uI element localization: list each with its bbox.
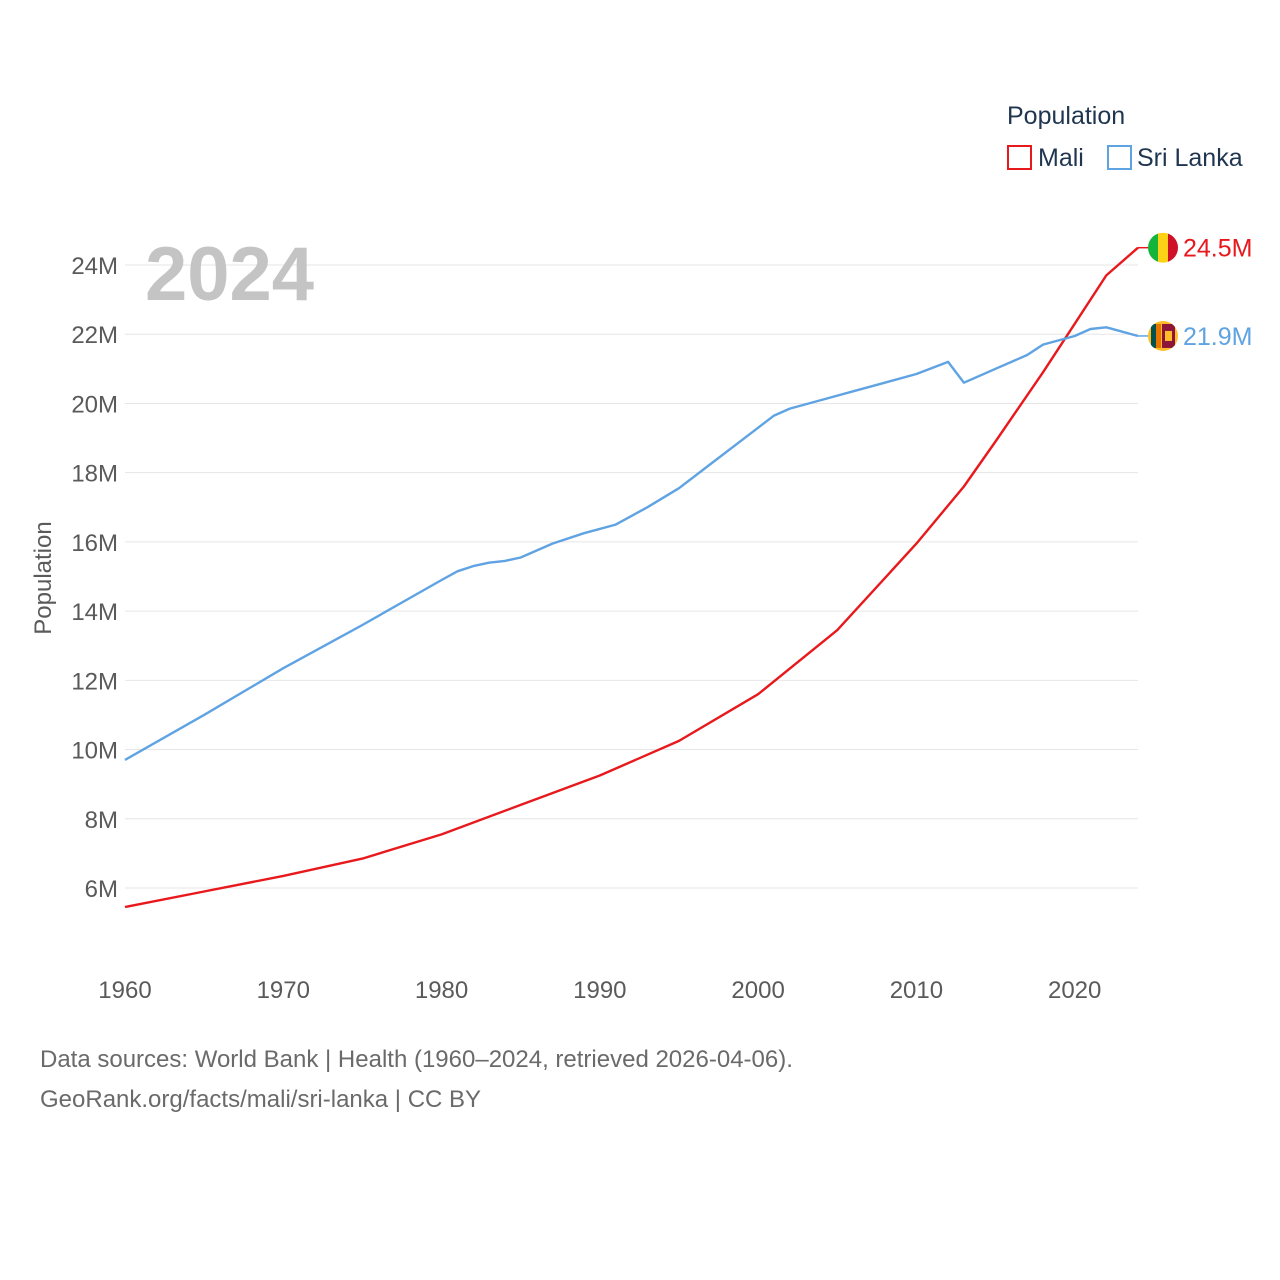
series-line-sri-lanka[interactable] [124, 326, 1139, 761]
y-tick-label: 14M [71, 599, 118, 626]
legend: Population Mali Sri Lanka [1007, 102, 1243, 172]
end-value-label-mali: 24.5M [1183, 235, 1252, 263]
y-tick-label: 16M [71, 530, 118, 557]
series-line-mali[interactable] [124, 246, 1139, 909]
y-axis-title: Population [30, 521, 57, 634]
legend-label-sri-lanka: Sri Lanka [1137, 144, 1243, 172]
x-tick-label: 1970 [257, 977, 310, 1004]
legend-title: Population [1007, 102, 1125, 130]
y-tick-label: 20M [71, 391, 118, 418]
y-tick-label: 22M [71, 322, 118, 349]
data-sources-note: Data sources: World Bank | Health (1960–… [40, 1046, 793, 1073]
y-tick-label: 18M [71, 461, 118, 488]
legend-label-mali: Mali [1038, 144, 1084, 172]
x-tick-label: 2020 [1048, 977, 1101, 1004]
legend-swatch-mali [1007, 145, 1032, 170]
y-tick-label: 6M [85, 876, 118, 903]
sri-lanka-flag-icon [1148, 320, 1178, 351]
end-markers: 24.5M 21.9M [1138, 232, 1252, 351]
y-tick-label: 24M [71, 253, 118, 280]
y-tick-label: 10M [71, 738, 118, 765]
y-axis-ticks: 6M 8M 10M 12M 14M 16M 18M 20M 22M 24M [71, 253, 118, 903]
mali-flag-icon [1148, 232, 1178, 263]
credit-link[interactable]: GeoRank.org/facts/mali/sri-lanka | CC BY [40, 1086, 482, 1113]
x-tick-label: 2000 [731, 977, 784, 1004]
x-tick-label: 2010 [890, 977, 943, 1004]
x-tick-label: 1980 [415, 977, 468, 1004]
x-axis-ticks: 1960 1970 1980 1990 2000 2010 2020 [98, 977, 1101, 1004]
series-lines [124, 246, 1139, 909]
end-value-label-sri-lanka: 21.9M [1183, 323, 1252, 351]
x-tick-label: 1990 [573, 977, 626, 1004]
x-tick-label: 1960 [98, 977, 151, 1004]
y-tick-label: 8M [85, 807, 118, 834]
legend-item-mali[interactable]: Mali [1007, 144, 1084, 172]
year-label: 2024 [145, 232, 314, 317]
grid-lines [125, 264, 1138, 889]
y-tick-label: 12M [71, 668, 118, 695]
legend-swatch-sri-lanka [1107, 145, 1132, 170]
legend-item-sri-lanka[interactable]: Sri Lanka [1107, 144, 1243, 172]
